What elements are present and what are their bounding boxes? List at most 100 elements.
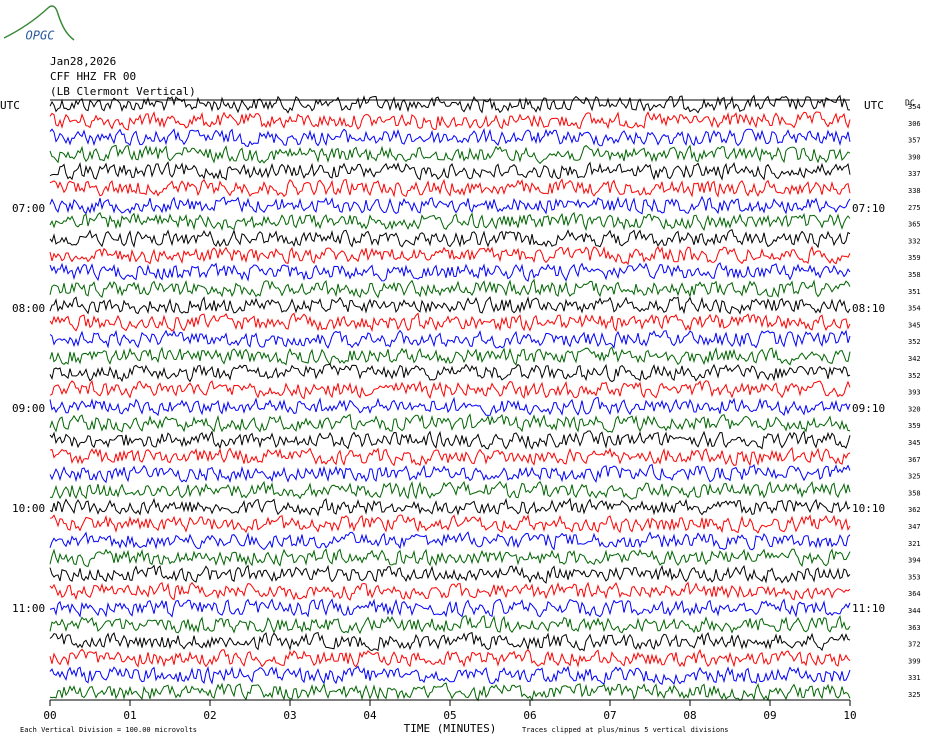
header-station: CFF HHZ FR 00 [50, 70, 136, 83]
logo-curve [3, 5, 75, 41]
right-time-label: 08:10 [852, 302, 885, 315]
trace [49, 480, 851, 500]
trace [49, 531, 851, 551]
x-tick-label: 02 [203, 709, 216, 722]
trace [49, 564, 851, 584]
trace [49, 329, 851, 349]
left-time-label: 11:00 [12, 602, 45, 615]
dc-value: 358 [908, 489, 921, 497]
left-time-label: 09:00 [12, 402, 45, 415]
x-tick-label: 05 [443, 709, 456, 722]
trace [49, 127, 851, 148]
trace [49, 346, 851, 366]
dc-value: 352 [908, 372, 921, 380]
dc-value: 306 [908, 120, 921, 128]
trace [49, 396, 851, 417]
trace [49, 598, 851, 618]
dc-value: 325 [908, 691, 921, 699]
dc-value: 338 [908, 187, 921, 195]
dc-value: 362 [908, 506, 921, 514]
trace [49, 178, 851, 198]
right-time-label: 11:10 [852, 602, 885, 615]
left-time-label: UTC [0, 99, 20, 112]
trace [49, 648, 851, 668]
dc-value: 393 [908, 389, 921, 397]
dc-title: DC [905, 99, 915, 108]
trace [49, 211, 851, 232]
dc-value: 353 [908, 573, 921, 581]
x-tick-label: 04 [363, 709, 377, 722]
trace [49, 144, 851, 165]
dc-value: 275 [908, 204, 921, 212]
header-date: Jan28,2026 [50, 55, 116, 68]
left-time-label: 10:00 [12, 502, 45, 515]
dc-value: 394 [908, 557, 921, 565]
left-time-label: 07:00 [12, 202, 45, 215]
trace [49, 262, 851, 282]
dc-value: 357 [908, 137, 921, 145]
trace [49, 631, 851, 652]
dc-value: 399 [908, 657, 921, 665]
trace [49, 682, 851, 702]
trace [49, 665, 851, 686]
footer-clip: Traces clipped at plus/minus 5 vertical … [522, 726, 729, 734]
right-time-label: 10:10 [852, 502, 885, 515]
x-tick-label: 01 [123, 709, 136, 722]
trace [49, 363, 851, 383]
trace [49, 278, 851, 299]
dc-value: 372 [908, 641, 921, 649]
trace [49, 312, 851, 333]
trace [49, 463, 851, 484]
trace [49, 430, 851, 450]
header-location: (LB Clermont Vertical) [50, 85, 196, 98]
footer-scale: Each Vertical Division = 100.00 microvol… [20, 726, 197, 734]
trace [49, 581, 851, 601]
dc-value: 337 [908, 170, 921, 178]
dc-value: 367 [908, 456, 921, 464]
trace [49, 548, 851, 568]
dc-value: 359 [908, 254, 921, 262]
dc-value: 352 [908, 338, 921, 346]
dc-value: 321 [908, 540, 921, 548]
x-axis-title: TIME (MINUTES) [404, 722, 497, 735]
dc-value: 365 [908, 221, 921, 229]
dc-value: 331 [908, 674, 921, 682]
dc-value: 354 [908, 305, 921, 313]
dc-value: 344 [908, 607, 921, 615]
trace [49, 245, 851, 266]
dc-value: 345 [908, 439, 921, 447]
x-tick-label: 00 [43, 709, 56, 722]
trace [49, 497, 851, 517]
dc-value: 351 [908, 288, 921, 296]
dc-value: 342 [908, 355, 921, 363]
x-tick-label: 10 [843, 709, 856, 722]
dc-value: 364 [908, 590, 921, 598]
dc-value: 358 [908, 271, 921, 279]
logo: OPGC [26, 29, 56, 43]
trace [49, 379, 851, 400]
dc-value: 359 [908, 422, 921, 430]
dc-value: 363 [908, 624, 921, 632]
dc-value: 320 [908, 405, 921, 413]
trace [49, 296, 851, 315]
dc-value: 332 [908, 237, 921, 245]
trace [49, 413, 851, 433]
dc-value: 345 [908, 321, 921, 329]
x-tick-label: 06 [523, 709, 536, 722]
dc-value: 354 [908, 103, 921, 111]
trace [49, 229, 851, 249]
x-tick-label: 03 [283, 709, 296, 722]
trace [49, 94, 851, 114]
x-tick-label: 08 [683, 709, 696, 722]
right-time-label: 09:10 [852, 402, 885, 415]
trace [49, 514, 851, 534]
trace [49, 195, 851, 215]
trace [49, 111, 851, 131]
right-time-label: 07:10 [852, 202, 885, 215]
x-tick-label: 09 [763, 709, 776, 722]
left-time-label: 08:00 [12, 302, 45, 315]
right-time-label: UTC [864, 99, 884, 112]
trace [49, 446, 851, 467]
x-tick-label: 07 [603, 709, 616, 722]
